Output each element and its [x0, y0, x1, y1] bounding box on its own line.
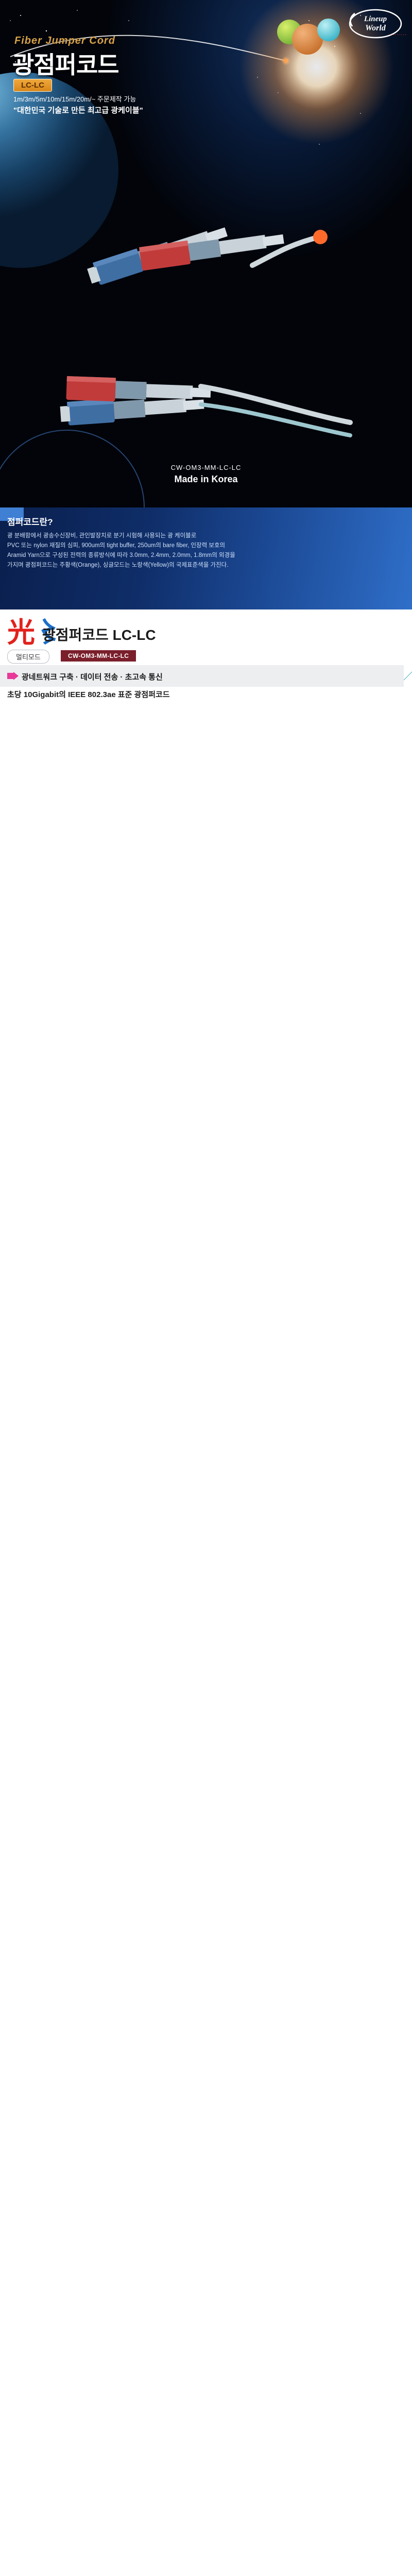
svg-text:Lineup: Lineup: [364, 15, 387, 23]
svg-text:World: World: [365, 24, 386, 32]
svg-text:.........: .........: [389, 31, 407, 37]
